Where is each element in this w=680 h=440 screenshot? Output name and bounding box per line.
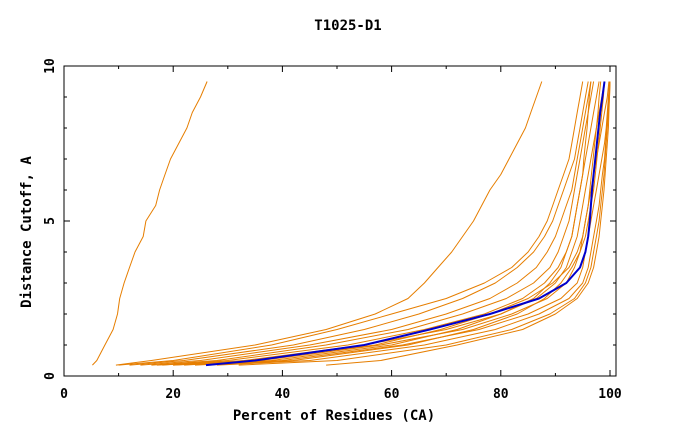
model-series-line-1 xyxy=(92,81,208,366)
model-series-line-10 xyxy=(194,81,610,366)
y-tick-label: 10 xyxy=(43,58,58,74)
model-series-line-12 xyxy=(238,81,611,366)
model-series-line-4 xyxy=(129,81,589,366)
x-tick-label: 60 xyxy=(384,387,400,402)
model-series-line-9 xyxy=(184,81,610,366)
x-tick-label: 100 xyxy=(598,387,622,402)
plot-area xyxy=(92,81,611,367)
y-axis-label: Distance Cutoff, A xyxy=(19,156,35,308)
model-series-line-15 xyxy=(156,81,602,366)
model-series-line-2 xyxy=(115,81,543,366)
x-tick-label: 20 xyxy=(165,387,181,402)
model-series-line-6 xyxy=(151,81,595,366)
y-tick-label: 5 xyxy=(43,217,58,225)
axis-ticks: 0 20 40 60 80 100 0 5 10 xyxy=(43,58,622,402)
model-series-line-14 xyxy=(173,81,592,366)
chart-title: T1025-D1 xyxy=(314,18,381,34)
x-tick-label: 0 xyxy=(60,387,68,402)
model-series-line-11 xyxy=(216,81,611,366)
model-series-line-13 xyxy=(326,81,611,366)
x-tick-label: 40 xyxy=(275,387,291,402)
model-series-line-3 xyxy=(118,81,584,366)
model-series-line-5 xyxy=(140,81,592,366)
x-tick-label: 80 xyxy=(493,387,509,402)
x-axis-label: Percent of Residues (CA) xyxy=(233,408,435,424)
y-tick-label: 0 xyxy=(43,372,58,380)
model-series-line-16 xyxy=(205,81,605,366)
model-series-line-7 xyxy=(162,81,600,366)
highlight-series-line xyxy=(205,81,606,367)
plot-frame xyxy=(63,65,617,377)
